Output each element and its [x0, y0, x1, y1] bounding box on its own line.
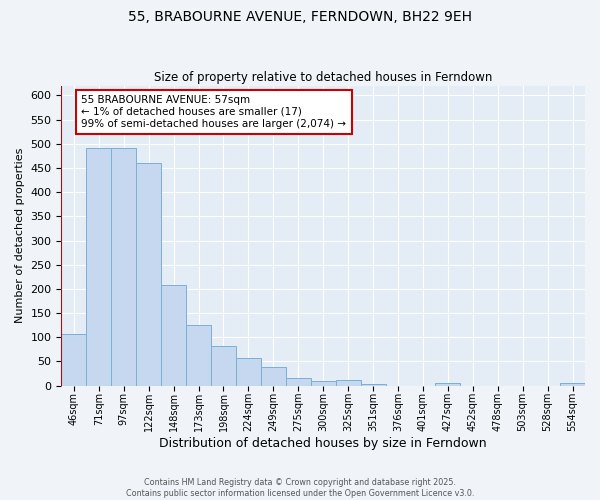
- Title: Size of property relative to detached houses in Ferndown: Size of property relative to detached ho…: [154, 72, 493, 85]
- Bar: [436, 384, 460, 386]
- Bar: [186, 325, 211, 386]
- Bar: [286, 378, 311, 386]
- Text: 55 BRABOURNE AVENUE: 57sqm
← 1% of detached houses are smaller (17)
99% of semi-: 55 BRABOURNE AVENUE: 57sqm ← 1% of detac…: [82, 96, 346, 128]
- Bar: [136, 163, 161, 386]
- X-axis label: Distribution of detached houses by size in Ferndown: Distribution of detached houses by size …: [160, 437, 487, 450]
- Bar: [86, 148, 111, 386]
- Bar: [61, 334, 86, 386]
- Text: 55, BRABOURNE AVENUE, FERNDOWN, BH22 9EH: 55, BRABOURNE AVENUE, FERNDOWN, BH22 9EH: [128, 10, 472, 24]
- Bar: [311, 381, 335, 386]
- Bar: [261, 368, 286, 386]
- Bar: [111, 148, 136, 386]
- Bar: [211, 346, 236, 386]
- Bar: [335, 380, 361, 386]
- Y-axis label: Number of detached properties: Number of detached properties: [15, 148, 25, 324]
- Bar: [361, 384, 386, 386]
- Bar: [560, 384, 585, 386]
- Text: Contains HM Land Registry data © Crown copyright and database right 2025.
Contai: Contains HM Land Registry data © Crown c…: [126, 478, 474, 498]
- Bar: [236, 358, 261, 386]
- Bar: [161, 285, 186, 386]
